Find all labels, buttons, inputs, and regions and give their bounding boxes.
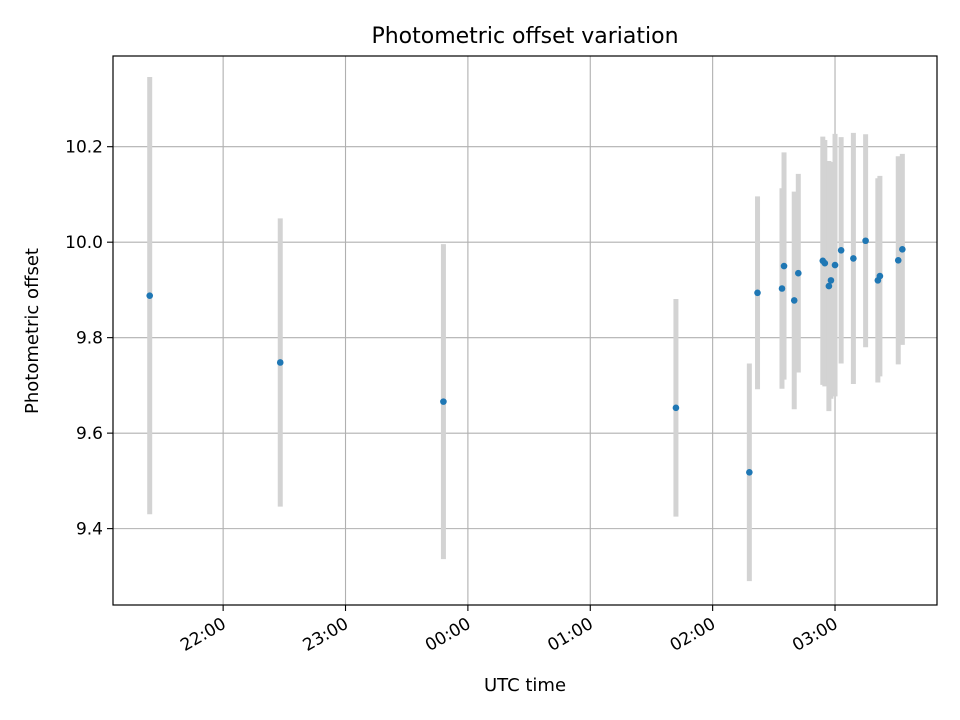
x-tick-label: 23:00	[300, 614, 352, 656]
plot-frame	[112, 55, 938, 606]
data-point	[440, 398, 447, 405]
data-point	[754, 289, 761, 297]
data-point	[795, 269, 802, 277]
chart-title: Photometric offset variation	[371, 24, 678, 49]
data-point	[778, 285, 786, 292]
data-point	[831, 261, 839, 269]
data-point	[862, 237, 869, 245]
data-point	[825, 282, 833, 290]
data-point	[746, 468, 753, 476]
y-axis-label: Photometric offset	[22, 248, 43, 414]
data-points	[146, 237, 906, 476]
data-point	[672, 404, 680, 412]
x-tick-label: 00:00	[422, 614, 474, 656]
data-point	[146, 292, 154, 299]
grid-lines	[113, 56, 937, 605]
data-point	[837, 246, 845, 254]
x-tick-label: 03:00	[789, 614, 841, 656]
axis-ticks: 22:00 23:00 00:00 01:00 02:00 03:00 9.4 9.6 9.8 1…	[65, 138, 841, 656]
data-point	[790, 297, 798, 304]
x-tick-label: 02:00	[667, 614, 719, 656]
error-bars	[147, 77, 905, 582]
data-point	[827, 277, 835, 284]
data-point	[780, 262, 788, 270]
y-tick-label: 10.0	[65, 233, 103, 253]
data-point	[276, 359, 284, 366]
y-tick-label: 9.8	[76, 329, 103, 349]
data-point	[899, 246, 906, 253]
x-tick-label: 22:00	[177, 614, 229, 656]
y-tick-label: 9.4	[76, 520, 103, 540]
x-axis-label: UTC time	[484, 675, 566, 696]
y-tick-label: 10.2	[65, 138, 103, 158]
data-point	[876, 272, 884, 280]
y-tick-label: 9.6	[76, 424, 103, 444]
data-point	[894, 257, 902, 264]
x-tick-label: 01:00	[544, 614, 596, 656]
data-point	[850, 255, 857, 262]
data-point	[821, 259, 829, 267]
